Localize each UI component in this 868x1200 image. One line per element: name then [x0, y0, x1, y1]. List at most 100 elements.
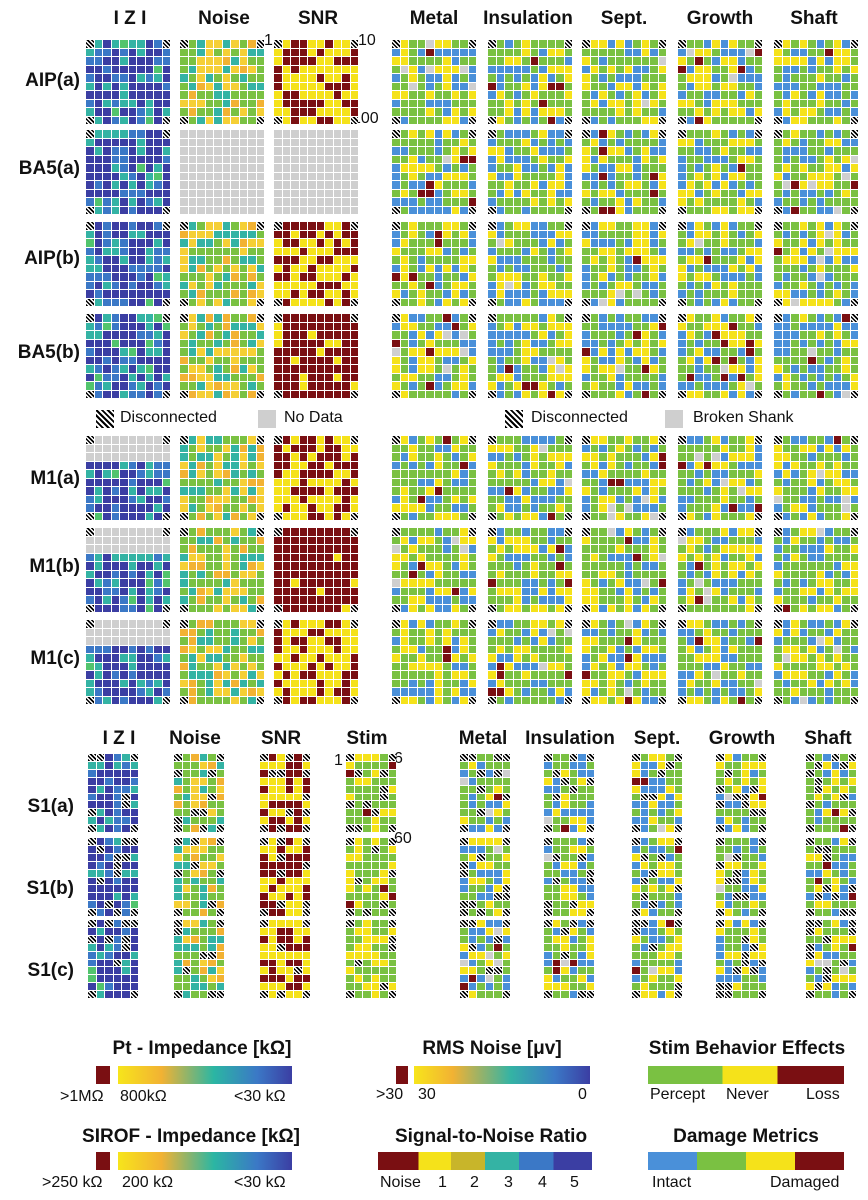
heatmap-cell [460, 495, 468, 503]
heatmap-cell [607, 339, 615, 347]
heatmap-cell [392, 322, 400, 330]
heatmap-cell [754, 290, 762, 298]
heatmap-cell [460, 382, 468, 390]
heatmap-cell [282, 545, 290, 553]
heatmap-cell [833, 512, 841, 520]
heatmap-cell [539, 512, 547, 520]
heatmap-cell [808, 130, 816, 138]
heatmap-cell [325, 604, 333, 612]
heatmap-cell [162, 189, 170, 197]
heatmap-cell [460, 65, 468, 73]
heatmap-cell [400, 57, 408, 65]
heatmap-cell [197, 164, 205, 172]
heatmap-cell [720, 487, 728, 495]
heatmap-cell [607, 478, 615, 486]
heatmap-cell [299, 339, 307, 347]
heatmap-cell [205, 222, 213, 230]
heatmap-cell [530, 553, 538, 561]
heatmap-cell [816, 281, 824, 289]
heatmap-cell [678, 314, 686, 322]
heatmap-cell [496, 222, 504, 230]
heatmap-cell [333, 436, 341, 444]
heatmap-cell [205, 247, 213, 255]
heatmap-cell [496, 247, 504, 255]
heatmap-cell [308, 512, 316, 520]
heatmap-cell [342, 130, 350, 138]
heatmap-cell [103, 620, 111, 628]
heatmap-cell [816, 48, 824, 56]
heatmap-cell [342, 65, 350, 73]
heatmap-cell [633, 48, 641, 56]
heatmap-cell [582, 65, 590, 73]
heatmap-cell [703, 164, 711, 172]
heatmap-cell [737, 256, 745, 264]
heatmap-cell [712, 181, 720, 189]
heatmap-cell [703, 116, 711, 124]
heatmap-cell [641, 298, 649, 306]
heatmap-cell [496, 339, 504, 347]
heatmap-cell [426, 570, 434, 578]
heatmap-cell [205, 470, 213, 478]
heatmap-cell [162, 382, 170, 390]
heatmap-cell [180, 545, 188, 553]
heatmap-cell [650, 108, 658, 116]
heatmap-cell [248, 365, 256, 373]
heatmap-cell [443, 562, 451, 570]
heatmap-cell [633, 74, 641, 82]
heatmap-cell [754, 444, 762, 452]
heatmap-cell [703, 339, 711, 347]
heatmap-cell [720, 604, 728, 612]
heatmap-cell [505, 206, 513, 214]
heatmap-cell [703, 545, 711, 553]
heatmap-cell [729, 331, 737, 339]
heatmap-cell [641, 562, 649, 570]
heatmap-cell [154, 164, 162, 172]
heatmap-cell [443, 322, 451, 330]
heatmap-cell [231, 181, 239, 189]
damage-grid [678, 528, 762, 612]
heatmap-cell [825, 512, 833, 520]
heatmap-cell [746, 48, 754, 56]
heatmap-cell [299, 348, 307, 356]
heatmap-cell [695, 461, 703, 469]
heatmap-cell [505, 570, 513, 578]
heatmap-cell [650, 348, 658, 356]
heatmap-cell [799, 247, 807, 255]
heatmap-cell [539, 239, 547, 247]
heatmap-cell [782, 189, 790, 197]
heatmap-cell [505, 545, 513, 553]
heatmap-cell [833, 587, 841, 595]
heatmap-cell [120, 570, 128, 578]
heatmap-cell [746, 314, 754, 322]
heatmap-cell [451, 281, 459, 289]
heatmap-cell [746, 155, 754, 163]
heatmap-cell [842, 281, 850, 289]
heatmap-cell [248, 82, 256, 90]
heatmap-cell [842, 290, 850, 298]
heatmap-cell [703, 512, 711, 520]
heatmap-cell [782, 138, 790, 146]
heatmap-cell [274, 444, 282, 452]
heatmap-cell [746, 281, 754, 289]
heatmap-cell [426, 147, 434, 155]
heatmap-cell [530, 356, 538, 364]
heatmap-cell [641, 164, 649, 172]
heatmap-cell [816, 239, 824, 247]
heatmap-cell [616, 444, 624, 452]
heatmap-cell [833, 116, 841, 124]
heatmap-cell [633, 273, 641, 281]
heatmap-cell [590, 290, 598, 298]
heatmap-cell [426, 356, 434, 364]
heatmap-cell [799, 181, 807, 189]
heatmap-cell [205, 164, 213, 172]
heatmap-cell [214, 65, 222, 73]
heatmap-cell [641, 461, 649, 469]
heatmap-cell [564, 545, 572, 553]
heatmap-cell [774, 247, 782, 255]
heatmap-cell [703, 206, 711, 214]
heatmap-cell [128, 273, 136, 281]
heatmap-cell [791, 373, 799, 381]
heatmap-cell [650, 198, 658, 206]
heatmap-cell [774, 298, 782, 306]
heatmap-cell [333, 116, 341, 124]
